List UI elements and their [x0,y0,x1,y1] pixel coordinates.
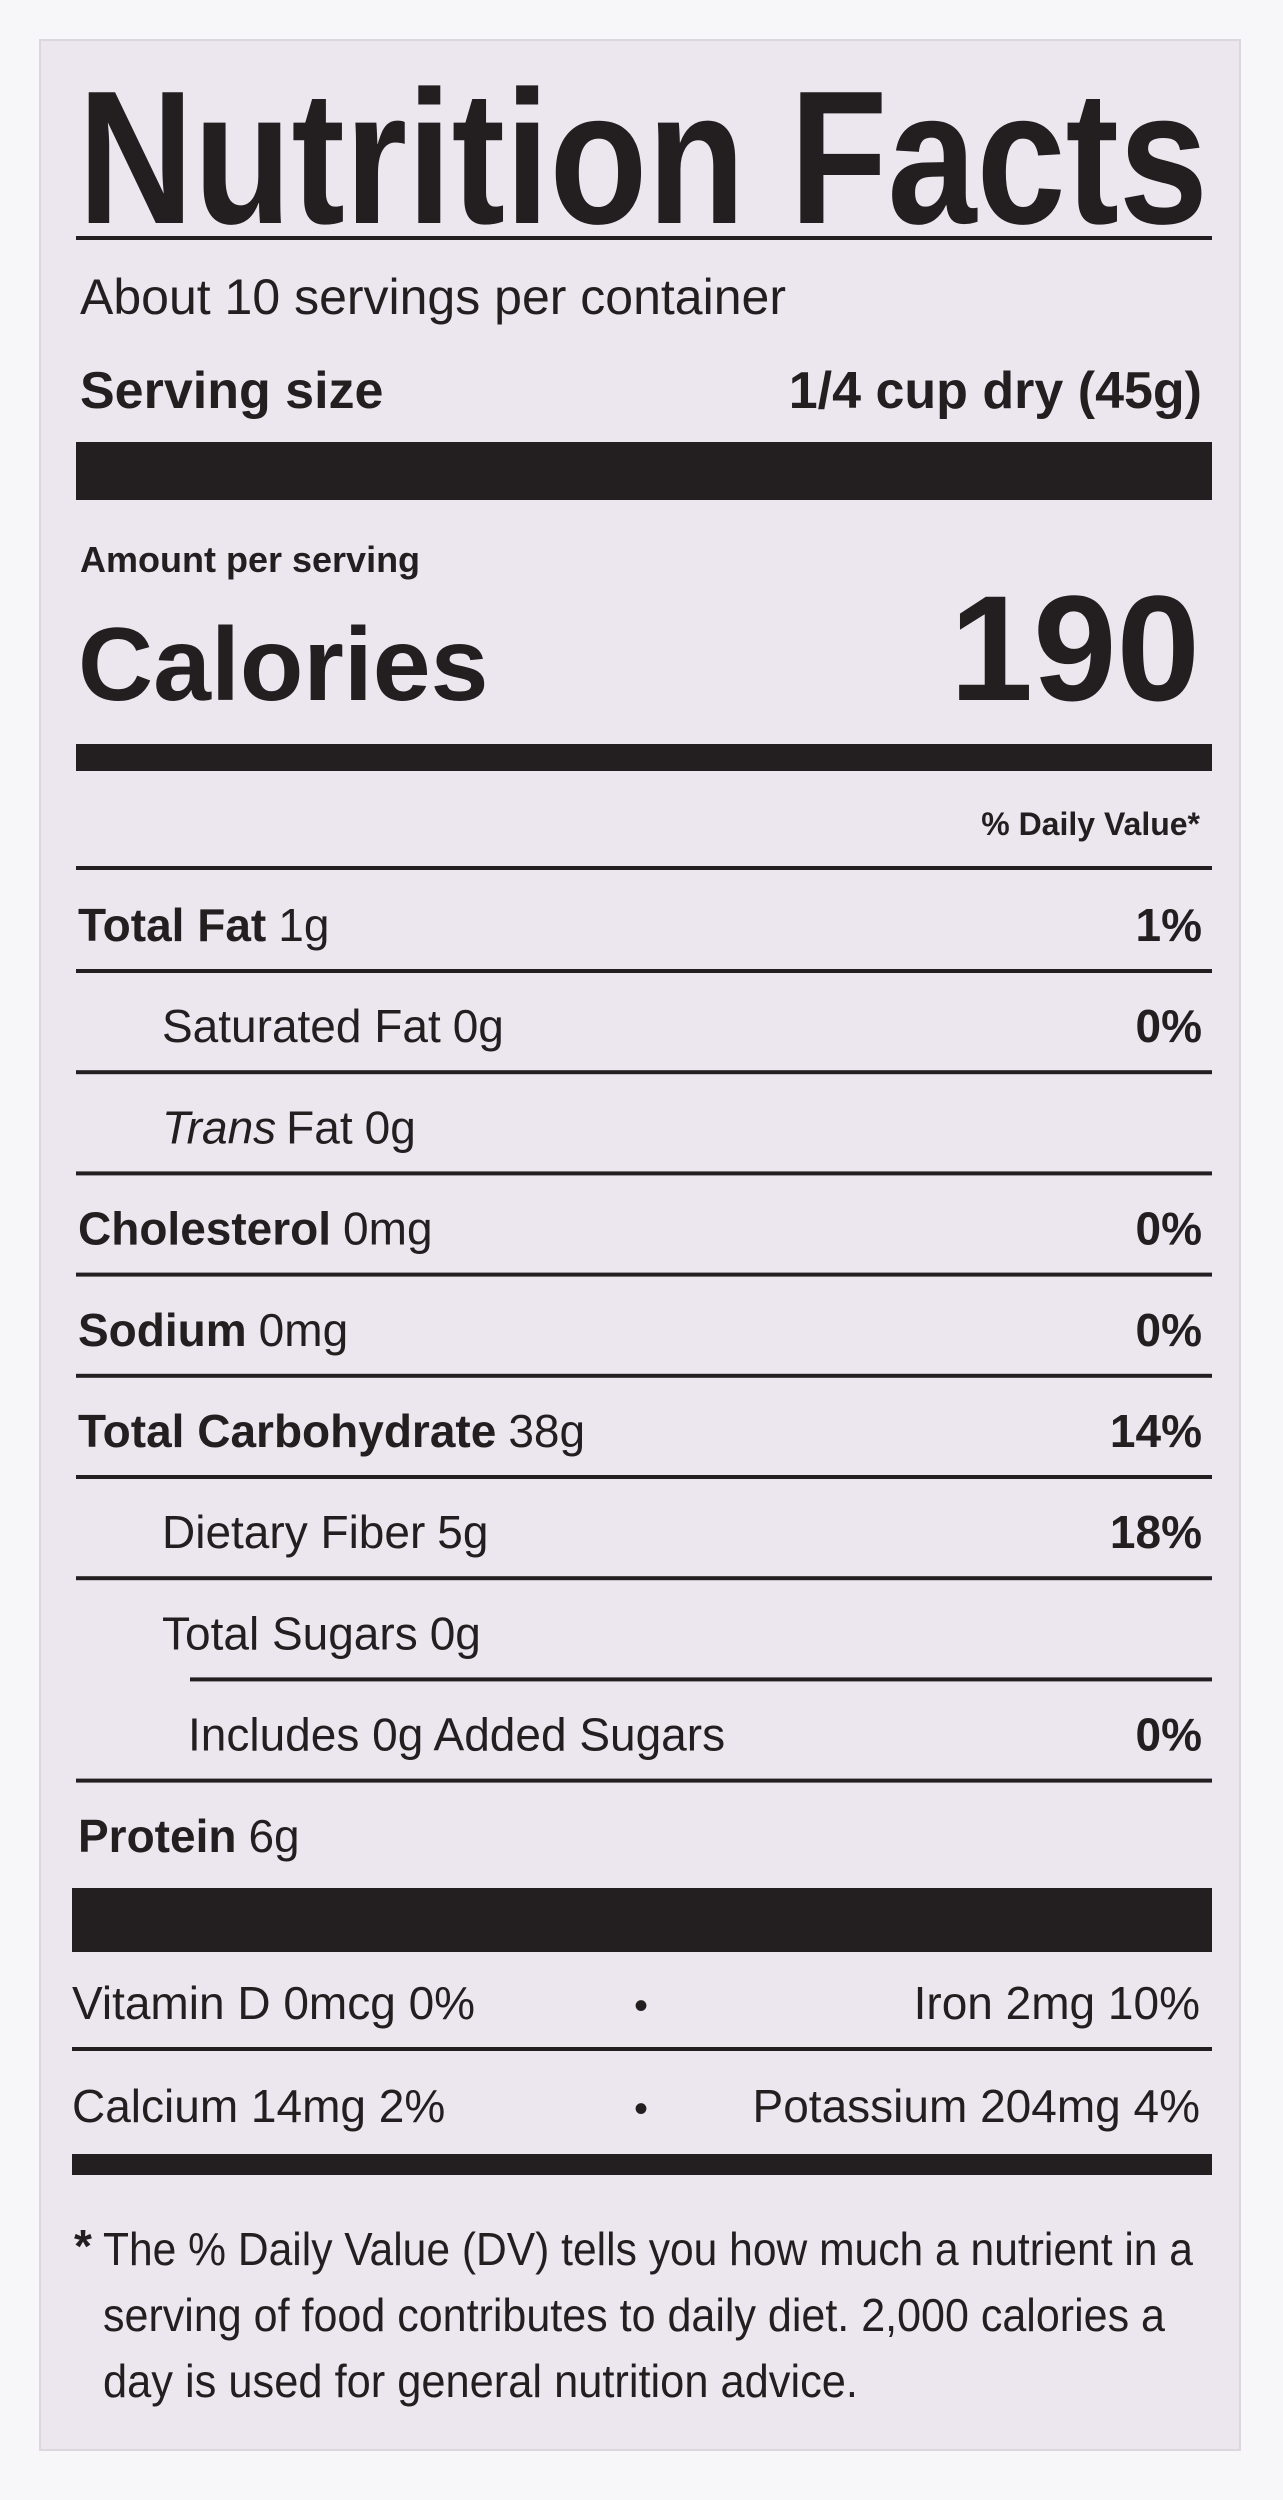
nutrient-name: Sodium 0mg [78,1304,348,1356]
nutrient-name: Total Fat [78,899,266,951]
vitamin-left: Calcium 14mg 2% [72,2080,445,2132]
nutrient-rows: Total Fat 1g 1%Saturated Fat 0g 0%Trans Fat 0g… [76,899,1212,1862]
separator: • [634,1984,648,2028]
nutrient-name: Includes 0g Added Sugars [188,1709,725,1761]
nutrient-name: Protein [78,1810,236,1862]
nutrient-amount: 0mg [343,1203,432,1255]
medium-rule [76,744,1212,771]
nutrient-dv: 0% [1136,1709,1202,1761]
nutrient-amount: 6g [248,1810,299,1862]
nutrient-amount: 38g [508,1405,585,1457]
rule [76,1475,1212,1479]
amount-per-serving: Amount per serving [80,539,420,580]
rule [76,1778,1212,1783]
thick-rule [72,1888,1212,1952]
separator: • [634,2087,648,2131]
footnote-line: day is used for general nutrition advice… [103,2355,858,2407]
thick-rule [76,442,1212,500]
nutrient-name: Fat [286,1101,353,1153]
serving-size-value: 1/4 cup dry (45g) [789,362,1202,420]
rule [76,1272,1212,1277]
nutrient-amount: 0mg [259,1304,348,1356]
rule [76,1070,1212,1075]
nutrient-name: Saturated Fat [162,1000,441,1052]
rule [76,866,1212,870]
nutrient-name: Dietary Fiber 5g [162,1506,488,1558]
title: Nutrition Facts [78,52,1208,264]
vitamin-right: Iron 2mg 10% [914,1977,1200,2029]
calories-value: 190 [950,564,1200,732]
rule [76,1576,1212,1581]
nutrient-dv: 14% [1110,1405,1202,1457]
footnote-marker: * [74,2220,92,2272]
vitamin-rows: Vitamin D 0mcg 0% • Iron 2mg 10% Calcium 14… [72,1977,1212,2132]
nutrient-name: Includes 0g Added Sugars [188,1709,725,1761]
nutrient-name: Protein 6g [78,1810,300,1862]
nutrient-amount: 1g [278,899,329,951]
vitamin-left: Vitamin D 0mcg 0% [72,1977,475,2029]
rule [76,1171,1212,1176]
nutrient-dv: 0% [1136,1304,1202,1356]
rule [76,236,1212,240]
rule [76,1373,1212,1378]
nutrient-name: Cholesterol 0mg [78,1203,433,1255]
vitamin-right: Potassium 204mg 4% [753,2080,1200,2132]
nutrient-name: Total Fat 1g [78,899,329,951]
nutrient-amount: 0g [453,1000,504,1052]
footnote-line: serving of food contributes to daily die… [103,2289,1165,2341]
footnote: * The % Daily Value (DV) tells you how mu… [74,2220,1193,2407]
nutrient-name: Dietary Fiber [162,1506,425,1558]
serving-size-label: Serving size [80,362,383,420]
medium-rule [72,2154,1212,2175]
nutrient-name-italic: Trans [162,1101,276,1153]
footnote-line: The % Daily Value (DV) tells you how muc… [103,2223,1193,2275]
servings: About 10 servings per container [80,269,786,325]
nutrient-name: Total Carbohydrate 38g [78,1405,585,1457]
nutrient-name: Total Carbohydrate [78,1405,496,1457]
nutrient-dv: 18% [1110,1506,1202,1558]
nutrient-dv: 0% [1136,1203,1202,1255]
daily-value-header: % Daily Value* [981,806,1200,842]
nutrient-name: Cholesterol [78,1203,331,1255]
nutrient-amount: 0g [365,1101,416,1153]
nutrient-dv: 1% [1136,899,1202,951]
nutrient-name: Total Sugars 0g [162,1607,481,1659]
nutrient-amount: 0g [430,1607,481,1659]
rule [76,969,1212,973]
nutrient-name: Saturated Fat 0g [162,1000,504,1052]
nutrient-name: Trans Fat 0g [162,1101,416,1153]
nutrient-name: Sodium [78,1304,247,1356]
nutrient-name: Total Sugars [162,1607,418,1659]
rule [72,2047,1212,2051]
rule [190,1677,1212,1682]
nutrient-dv: 0% [1136,1000,1202,1052]
calories-label: Calories [78,607,488,723]
nutrient-amount: 5g [437,1506,488,1558]
